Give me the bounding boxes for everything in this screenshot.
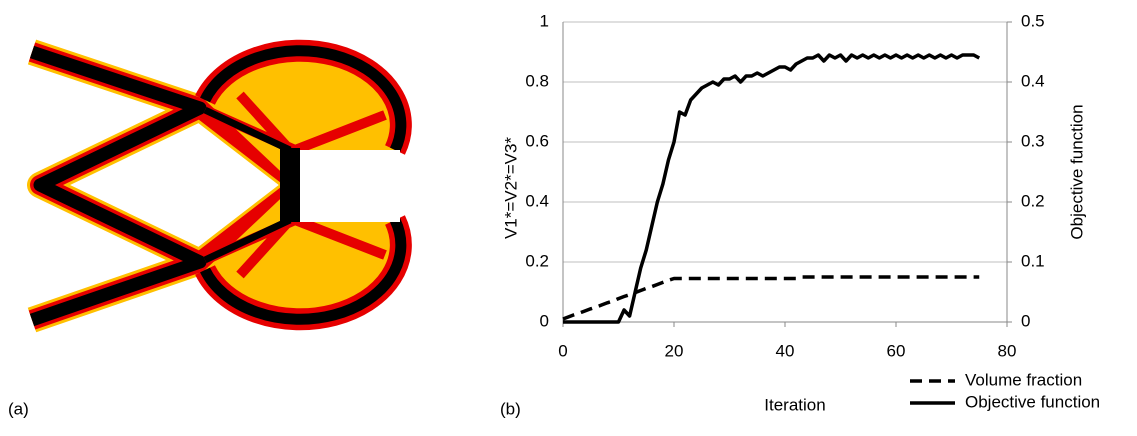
x-tick-label: 60 xyxy=(887,341,906,360)
y2-tick-label: 0.1 xyxy=(1021,251,1045,270)
y2-tick-label: 0 xyxy=(1021,311,1030,330)
panel-label: (b) xyxy=(500,399,521,418)
x-tick-label: 40 xyxy=(776,341,795,360)
panel-label: (a) xyxy=(8,399,29,418)
y-tick-label: 1 xyxy=(540,11,549,30)
y2-tick-label: 0.5 xyxy=(1021,11,1045,30)
y2-tick-label: 0.3 xyxy=(1021,131,1045,150)
x-tick-label: 0 xyxy=(558,341,567,360)
y2-axis-label: Objective function xyxy=(1067,104,1086,239)
y2-tick-label: 0.2 xyxy=(1021,191,1045,210)
y-tick-label: 0.6 xyxy=(525,131,549,150)
x-tick-label: 80 xyxy=(998,341,1017,360)
y-tick-label: 0 xyxy=(540,311,549,330)
y-tick-label: 0.2 xyxy=(525,251,549,270)
series-line xyxy=(562,275,980,321)
topology-image xyxy=(27,39,412,333)
series-line xyxy=(563,53,981,324)
legend-label: Objective function xyxy=(965,392,1100,411)
y-axis-label: V1*=V2*=V3* xyxy=(501,137,520,239)
y2-tick-label: 0.4 xyxy=(1021,71,1045,90)
y-tick-label: 0.8 xyxy=(525,71,549,90)
y-tick-label: 0.4 xyxy=(525,191,549,210)
legend-label: Volume fraction xyxy=(965,370,1082,389)
x-tick-label: 20 xyxy=(665,341,684,360)
x-axis-label: Iteration xyxy=(764,395,825,414)
